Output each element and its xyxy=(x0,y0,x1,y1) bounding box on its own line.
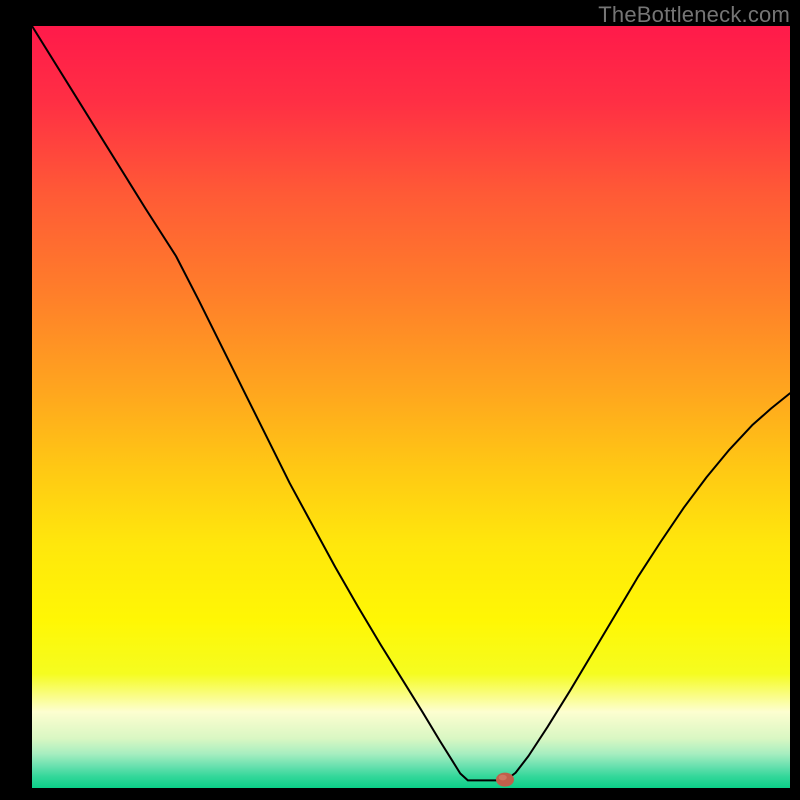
minimum-marker xyxy=(496,773,514,787)
chart-frame: TheBottleneck.com xyxy=(0,0,800,800)
watermark-text: TheBottleneck.com xyxy=(598,2,790,28)
minimum-marker-highlight xyxy=(499,775,507,781)
chart-background xyxy=(32,26,790,788)
bottleneck-chart xyxy=(32,26,790,788)
